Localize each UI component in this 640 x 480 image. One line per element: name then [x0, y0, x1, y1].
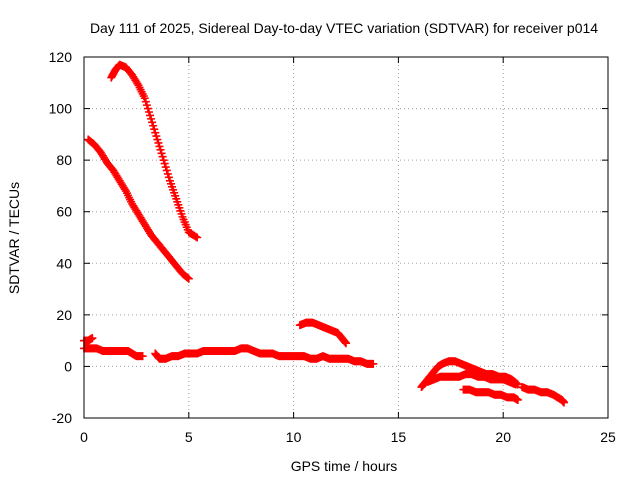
series-arc-9 — [459, 385, 522, 404]
plot-frame — [83, 56, 609, 419]
grid-lines — [84, 57, 608, 418]
y-axis-label: SDTVAR / TECUs — [6, 182, 22, 294]
data-point — [183, 273, 192, 282]
axes: 0 5 10 15 20 25 -20 0 20 40 60 80 100 120 — [49, 49, 616, 445]
y-tick-label: 40 — [56, 255, 72, 271]
data-point — [138, 352, 147, 361]
series-arc-5 — [151, 344, 378, 368]
x-tick-label: 5 — [185, 429, 193, 445]
data-point — [511, 380, 520, 389]
series-arc-3 — [80, 334, 97, 345]
y-tick-label: 80 — [56, 152, 72, 168]
data-point — [513, 395, 522, 404]
y-tick-label: 0 — [64, 358, 72, 374]
data-point — [342, 339, 350, 348]
x-tick-label: 25 — [600, 429, 616, 445]
y-tick-label: 120 — [49, 49, 73, 65]
x-tick-label: 0 — [80, 429, 88, 445]
y-tick-label: 100 — [49, 101, 73, 117]
x-tick-label: 10 — [286, 429, 302, 445]
x-axis-label: GPS time / hours — [291, 458, 398, 474]
y-tick-label: 20 — [56, 307, 72, 323]
data-point — [559, 398, 568, 407]
series-arc-4 — [80, 344, 147, 361]
chart-title: Day 111 of 2025, Sidereal Day-to-day VTE… — [90, 20, 598, 36]
series-arc-6 — [295, 318, 350, 348]
data-point — [369, 359, 378, 368]
y-tick-label: -20 — [52, 410, 72, 426]
series-arc-2 — [84, 135, 193, 283]
data-series — [80, 60, 568, 407]
data-point — [191, 232, 200, 241]
series-arc-8 — [423, 370, 520, 389]
x-tick-label: 15 — [391, 429, 407, 445]
y-tick-label: 60 — [56, 204, 72, 220]
data-point — [184, 274, 193, 283]
data-point — [88, 334, 97, 343]
data-point — [193, 233, 202, 242]
series-arc-1 — [107, 60, 202, 242]
series-arc-10 — [518, 383, 568, 407]
x-tick-label: 20 — [495, 429, 511, 445]
